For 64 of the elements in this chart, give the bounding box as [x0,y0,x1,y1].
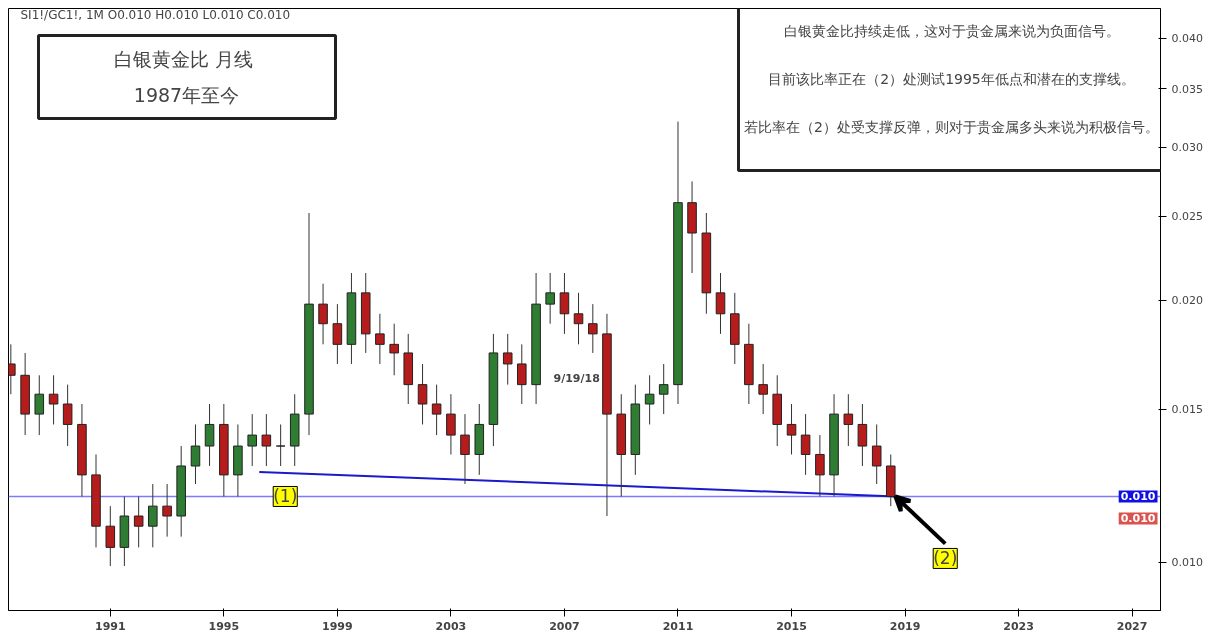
annotation: 若比率在（2）处受支撑反弹，则对于贵金属多头来说为积极信号。 [744,118,1159,135]
annotation: 目前该比率正在（2）处测试1995年低点和潜在的支撑线。 [768,70,1135,87]
x-tick-label: 1999 [322,619,353,633]
x-tick-label: 2003 [435,619,467,633]
candlestick [417,363,428,425]
y-tick-label: 0.040 [1171,32,1203,46]
x-tick-label: 2023 [1003,619,1034,633]
candlestick [588,303,598,354]
candlestick [48,374,59,425]
candlestick [261,413,272,467]
annotation: 0.010 [1120,490,1156,504]
candlestick [658,363,669,415]
x-tick-label: 2019 [889,619,921,633]
candlestick [318,283,328,345]
candlestick [375,313,385,365]
annotation: (2) [933,548,958,569]
candlestick [815,434,825,497]
annotation: 9/19/18 [553,372,600,385]
candlestick [389,323,399,376]
candlestick [502,333,513,386]
y-tick-label: 0.025 [1171,210,1203,224]
x-tick-label: 1991 [94,619,126,633]
x-tick-label: 2011 [662,619,694,633]
candlestick [247,413,257,467]
candlestick [758,363,768,415]
text: 白银黄金比 月线 [113,47,254,70]
annotation: 0.010 [1120,512,1156,526]
candlestick [105,505,116,567]
x-tick-label: 2027 [1116,619,1148,633]
candlestick [133,495,144,548]
x-tick-label: 2015 [776,619,807,633]
candlestick [800,413,811,476]
candlestick [573,292,584,345]
y-tick-label: 0.030 [1171,141,1203,155]
candlestick [843,393,854,447]
candlestick [34,374,45,436]
candlestick [517,343,527,405]
candlestick [559,272,570,335]
candlestick [644,374,655,425]
candlestick [545,272,555,325]
candlestick [715,272,726,335]
y-tick-label: 0.010 [1171,556,1203,570]
candlestick [332,303,343,365]
annotation: (1) [273,486,298,507]
candlestick [62,384,73,447]
y-tick-label: 0.020 [1171,294,1203,308]
text: 1987年至今 [133,83,240,106]
annotation: SI1!/GC1!, 1M O0.010 H0.010 L0.010 C0.010 [20,7,291,22]
candlestick [460,413,470,485]
candlestick [162,483,172,538]
candlestick [190,423,201,485]
x-tick-label: 2007 [549,619,580,633]
candlestick [148,483,158,548]
candlestick [446,393,456,455]
candlestick [204,403,215,467]
x-tick-label: 1995 [208,619,240,633]
candlestick [857,403,868,467]
candlestick [431,384,442,436]
annotation: 白银黄金比持续走低，这对于贵金属来说为负面信号。 [783,22,1120,39]
candlestick [786,403,797,455]
candlestick [871,423,882,485]
candlestick [275,423,286,467]
y-tick-label: 0.035 [1171,82,1203,96]
y-tick-label: 0.015 [1171,403,1203,417]
